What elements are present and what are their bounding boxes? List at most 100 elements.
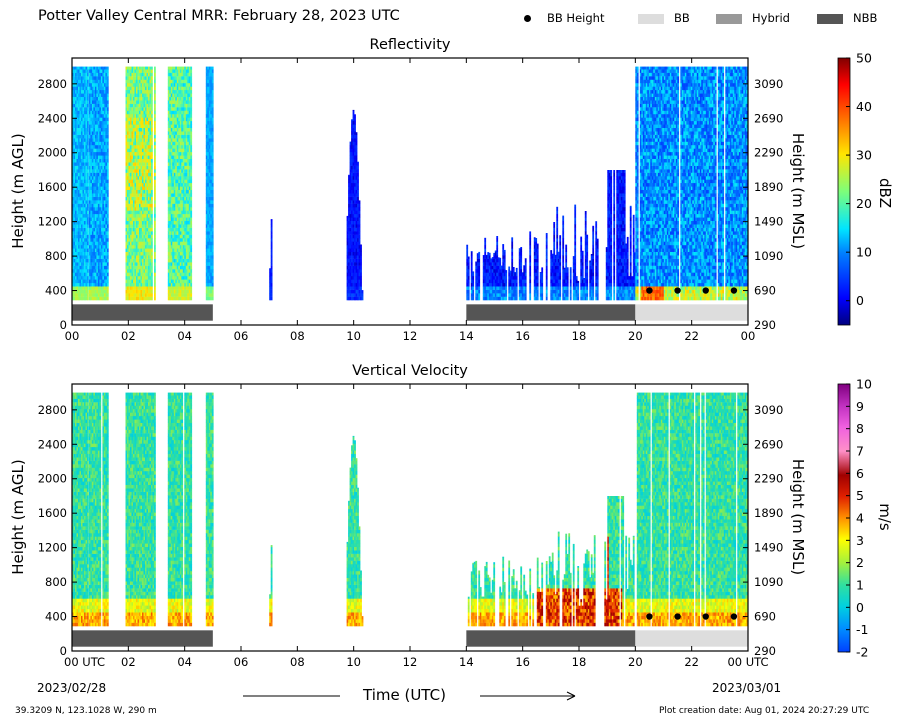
echo-cell [352,155,355,159]
echo-cell [85,100,88,104]
echo-cell [133,127,135,132]
echo-cell [173,138,176,142]
echo-cell [170,262,173,266]
echo-cell [358,248,361,252]
echo-cell [143,107,146,111]
echo-cell [82,124,85,128]
echo-cell [72,138,74,142]
echo-cell [185,272,188,277]
echo-cell [93,286,96,290]
echo-cell [91,127,94,132]
echo-cell [349,158,352,163]
echo-cell [188,248,191,252]
echo-cell [181,207,184,211]
echo-cell [102,79,105,84]
echo-cell [184,234,187,239]
echo-cell [149,83,152,87]
echo-cell [176,272,179,277]
echo-cell [85,234,88,239]
echo-cell [87,234,89,239]
echo-cell [127,182,129,187]
echo-cell [188,127,191,132]
echo-cell [143,262,146,266]
echo-cell [103,169,106,173]
echo-cell [96,162,99,166]
echo-cell [173,151,176,156]
echo-cell [151,182,153,187]
echo-cell [75,131,77,135]
echo-cell [131,179,134,184]
echo-cell [149,244,152,249]
echo-cell [176,258,179,263]
echo-cell [137,231,140,235]
echo-cell [139,100,141,104]
echo-cell [151,207,153,211]
echo-cell [79,162,82,166]
echo-cell [127,262,129,266]
echo-cell [182,189,185,194]
echo-cell [169,224,172,228]
echo-cell [84,76,86,80]
echo-cell [103,279,106,284]
echo-cell [154,200,156,204]
echo-cell [133,282,135,287]
echo-cell [134,127,137,132]
echo-cell [360,255,362,259]
echo-cell [102,231,105,235]
echo-cell [99,176,102,180]
echo-cell [354,165,356,170]
echo-cell [133,193,135,197]
echo-cell [182,244,185,249]
echo-cell [170,127,173,132]
echo-cell [181,227,184,232]
echo-cell [136,176,138,180]
echo-cell [81,165,83,170]
echo-cell [137,120,140,125]
echo-cell [190,148,193,153]
echo-cell [136,234,138,239]
echo-cell [182,224,185,228]
echo-cell [181,165,184,170]
echo-cell [184,293,187,297]
echo-cell [170,120,173,125]
echo-cell [90,269,93,273]
echo-cell [154,114,156,118]
echo-cell [103,203,106,208]
echo-cell [88,189,91,194]
echo-cell [78,79,80,84]
echo-cell [146,255,149,259]
echo-cell [90,89,93,94]
echo-cell [137,83,140,87]
echo-cell [208,110,211,115]
echo-cell [172,279,175,284]
echo-cell [81,213,83,218]
echo-cell [105,134,108,139]
echo-cell [78,269,80,273]
echo-cell [133,289,135,294]
echo-cell [106,251,109,256]
echo-cell [167,262,170,266]
echo-cell [351,172,353,177]
echo-cell [270,258,273,263]
echo-cell [205,269,208,273]
echo-cell [142,110,144,115]
echo-cell [134,207,137,211]
echo-cell [76,289,79,294]
echo-cell [185,251,188,256]
echo-cell [173,114,176,118]
echo-cell [142,162,144,166]
echo-cell [131,158,134,163]
echo-cell [96,255,99,259]
echo-cell [349,189,352,194]
echo-cell [103,265,106,270]
echo-cell [354,200,356,204]
echo-cell [211,182,214,187]
echo-cell [72,179,74,184]
echo-cell [352,151,355,156]
echo-cell [82,117,85,122]
echo-cell [187,110,190,115]
echo-cell [173,207,176,211]
echo-cell [269,269,271,273]
echo-cell [127,89,129,94]
echo-cell [75,289,77,294]
